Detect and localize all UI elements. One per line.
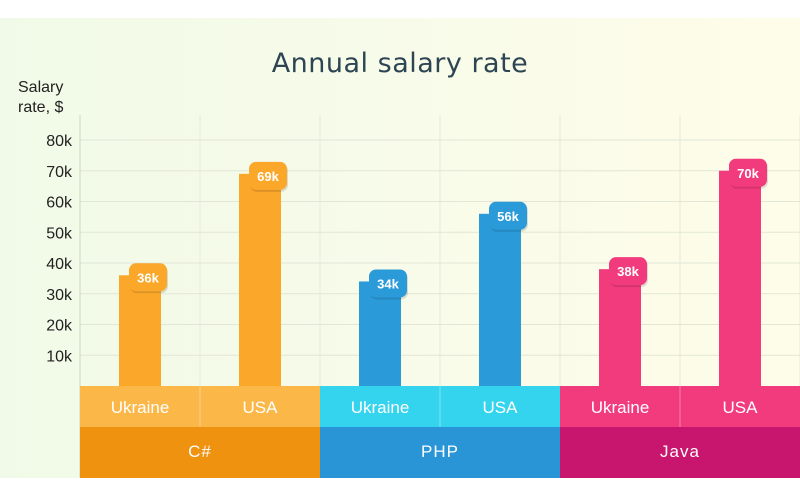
bar [719,170,761,386]
bar [239,173,281,386]
category-label: USA [243,398,279,417]
value-tag [369,269,407,298]
y-tick-label: 10k [46,348,73,365]
group-band [320,427,560,478]
bar [359,281,401,386]
group-label: C# [188,442,212,461]
value-label: 36k [137,270,159,285]
category-band [560,386,800,427]
y-tick-label: 40k [46,256,73,273]
category-label: Ukraine [351,398,410,417]
value-tag [729,158,767,187]
y-tick-label: 70k [46,164,73,181]
bar [119,275,161,386]
category-label: USA [483,398,519,417]
group-label: Java [660,442,700,461]
y-tick-label: 50k [46,225,73,242]
value-label: 34k [377,276,399,291]
y-tick-label: 20k [46,318,73,335]
value-label: 38k [617,264,639,279]
category-label: Ukraine [591,398,650,417]
category-label: Ukraine [111,398,170,417]
category-label: USA [723,398,759,417]
category-band [320,386,560,427]
group-band [560,427,800,478]
value-label: 56k [497,209,519,224]
category-band [80,386,320,427]
group-band [80,427,320,478]
bar [479,213,521,386]
value-label: 70k [737,166,759,181]
value-label: 69k [257,169,279,184]
value-tag [609,257,647,286]
bar [599,269,641,386]
y-tick-label: 60k [46,195,73,212]
value-tag [249,161,287,190]
value-tag [129,263,167,292]
value-tag [489,201,527,230]
y-tick-label: 80k [46,133,73,150]
y-tick-label: 30k [46,287,73,304]
group-label: PHP [421,442,459,461]
chart-title: Annual salary rate [271,48,529,79]
y-axis-label: Salary rate, $ [18,79,64,116]
